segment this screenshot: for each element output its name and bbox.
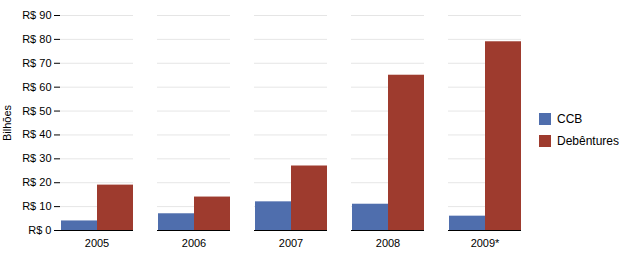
svg-text:R$ 60: R$ 60 bbox=[22, 81, 51, 93]
svg-text:2005: 2005 bbox=[85, 237, 109, 249]
svg-text:R$ 90: R$ 90 bbox=[22, 9, 51, 21]
svg-text:R$ 30: R$ 30 bbox=[22, 152, 51, 164]
svg-text:2009*: 2009* bbox=[471, 237, 500, 249]
html-text:Debêntures: Debêntures bbox=[557, 134, 619, 148]
svg-text:2008: 2008 bbox=[376, 237, 400, 249]
svg-text:Bilhões: Bilhões bbox=[1, 104, 13, 141]
svg-text:R$ 80: R$ 80 bbox=[22, 33, 51, 45]
svg-text:R$ 40: R$ 40 bbox=[22, 128, 51, 140]
svg-text:R$ 10: R$ 10 bbox=[22, 200, 51, 212]
svg-text:R$ 70: R$ 70 bbox=[22, 57, 51, 69]
svg-text:R$ 0: R$ 0 bbox=[28, 224, 51, 236]
svg-text:R$ 50: R$ 50 bbox=[22, 105, 51, 117]
svg-text:2007: 2007 bbox=[279, 237, 303, 249]
svg-text:R$ 20: R$ 20 bbox=[22, 176, 51, 188]
svg-text:2006: 2006 bbox=[182, 237, 206, 249]
html-text:CCB: CCB bbox=[557, 112, 583, 126]
